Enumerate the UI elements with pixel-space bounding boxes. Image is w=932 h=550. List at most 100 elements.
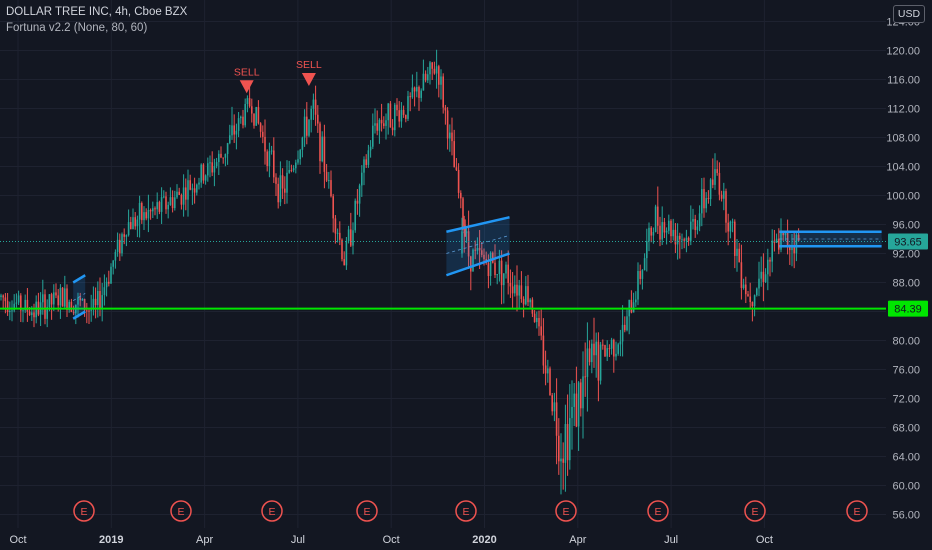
indicator-legend[interactable]: Fortuna v2.2 (None, 80, 60) <box>6 22 148 34</box>
channel-lower <box>445 252 510 277</box>
earnings-icon <box>356 500 378 522</box>
candle-body <box>158 202 161 212</box>
candle-body <box>643 258 646 271</box>
candle-body <box>795 234 798 254</box>
y-tick-label: 76.00 <box>892 365 920 377</box>
candle-body <box>297 159 299 163</box>
sell-arrow-icon <box>301 73 316 86</box>
grid <box>0 0 886 528</box>
candle-body <box>531 299 534 314</box>
candle-body <box>394 104 396 131</box>
candle-body <box>676 235 679 245</box>
y-tick-label: 116.00 <box>887 75 920 87</box>
candle-body <box>558 435 560 462</box>
candle-body <box>705 198 707 209</box>
candle-body <box>169 197 172 205</box>
candle-body <box>246 98 249 104</box>
channel-upper <box>446 216 510 233</box>
candle-body <box>130 222 132 230</box>
candle-body <box>562 458 564 463</box>
candle-body <box>2 295 4 298</box>
candle-body <box>769 259 771 262</box>
candle-body <box>15 302 18 304</box>
candle-body <box>791 246 793 251</box>
x-tick-label: Jul <box>664 534 678 546</box>
candle-body <box>33 312 35 318</box>
candle-body <box>244 103 246 126</box>
candle-body <box>378 119 381 131</box>
candle-body <box>670 220 672 237</box>
candle-body <box>286 172 288 193</box>
candle-body <box>290 170 293 172</box>
earnings-icon <box>555 500 577 522</box>
candle-body <box>438 66 440 85</box>
candle-body <box>343 259 345 266</box>
earnings-label: E <box>654 506 661 518</box>
candle-body <box>211 162 213 173</box>
y-tick-label: 72.00 <box>892 394 920 406</box>
candle-body <box>160 197 163 212</box>
candle-body <box>330 180 332 197</box>
candle-body <box>533 313 536 323</box>
earnings-label: E <box>853 506 860 518</box>
candle-body <box>191 188 194 190</box>
candle-body <box>70 301 73 313</box>
candle-body <box>31 312 33 316</box>
candle-body <box>198 182 200 185</box>
candle-body <box>518 285 520 296</box>
price-tag <box>888 233 928 250</box>
earnings-label: E <box>80 506 87 518</box>
candle-body <box>26 299 29 312</box>
candle-body <box>553 402 556 412</box>
candle-body <box>429 62 431 75</box>
candle-body <box>81 298 84 301</box>
candle-body <box>687 237 690 241</box>
earnings-label: E <box>268 506 275 518</box>
candle-body <box>536 318 538 323</box>
candle-body <box>595 341 597 356</box>
y-tick-label: 80.00 <box>892 336 920 348</box>
candle-body <box>494 262 496 275</box>
candle-body <box>389 103 392 128</box>
channel-midline <box>72 293 86 301</box>
candle-body <box>472 249 474 272</box>
candle-body <box>500 260 503 286</box>
candle-body <box>451 132 453 142</box>
candle-body <box>461 231 463 254</box>
candle-body <box>222 157 224 159</box>
candle-body <box>44 294 46 319</box>
candle-body <box>577 382 580 427</box>
candle-body <box>306 116 308 136</box>
y-tick-label: 112.00 <box>887 104 920 116</box>
candle-body <box>180 194 183 205</box>
candle-body <box>738 248 740 263</box>
candle-body <box>522 298 525 305</box>
candle-body <box>279 175 282 203</box>
candle-body <box>356 200 359 204</box>
candle-body <box>127 222 130 236</box>
candle-body <box>709 179 712 200</box>
currency-button[interactable]: USD <box>893 5 925 23</box>
candle-body <box>367 150 370 165</box>
candle-body <box>411 87 414 98</box>
candle-body <box>314 99 317 115</box>
candle-body <box>435 66 438 74</box>
earnings-label: E <box>363 506 370 518</box>
candle-body <box>171 197 174 209</box>
candle-body <box>372 125 374 147</box>
candle-body <box>77 297 79 305</box>
candle-body <box>764 274 767 282</box>
candle-body <box>154 208 156 210</box>
candle-body <box>185 187 187 200</box>
candle-body <box>483 254 485 260</box>
candle-body <box>328 180 330 182</box>
candle-body <box>262 131 264 137</box>
candle-body <box>564 423 567 463</box>
candle-body <box>108 281 110 284</box>
earnings-icon <box>261 500 283 522</box>
candle-body <box>718 172 721 195</box>
candle-body <box>789 246 791 251</box>
candle-body <box>28 311 31 316</box>
candle-body <box>749 296 751 303</box>
